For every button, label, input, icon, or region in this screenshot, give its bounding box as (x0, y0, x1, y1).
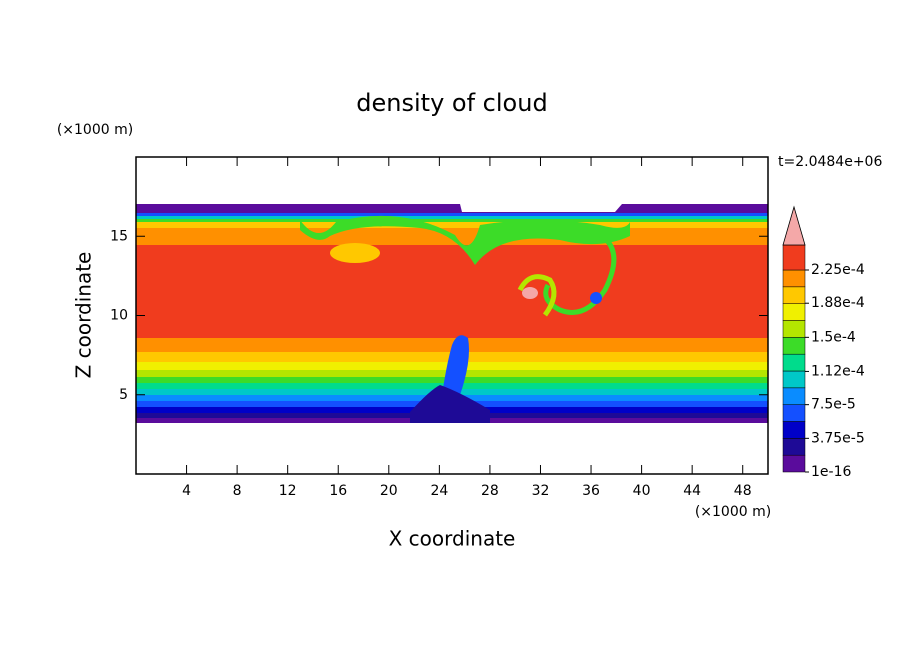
colorbar-label: 3.75e-5 (811, 430, 865, 446)
cloud-band (136, 216, 768, 219)
colorbar-box (782, 370, 806, 389)
x-tick-label: 8 (233, 483, 242, 499)
colorbar-label: 2.25e-4 (811, 262, 865, 278)
y-unit: (×1000 m) (57, 122, 133, 138)
colorbar-box (782, 320, 806, 338)
x-tick-label: 48 (734, 483, 752, 499)
chart-title: density of cloud (356, 89, 547, 117)
colorbar-box (782, 404, 806, 422)
cloud-band (136, 213, 768, 216)
colorbar-box (782, 438, 806, 456)
colorbar-box (782, 387, 806, 405)
x-tick-label: 20 (380, 483, 398, 499)
colorbar-label: 1.5e-4 (811, 329, 856, 345)
x-axis-label: X coordinate (389, 527, 516, 551)
colorbar-box (782, 244, 806, 271)
cloud-dip (300, 215, 630, 265)
colorbar-extend (782, 205, 806, 246)
x-tick-label: 28 (481, 483, 499, 499)
colorbar-label: 1e-16 (811, 464, 851, 480)
x-tick-label: 44 (683, 483, 701, 499)
colorbar-label: 7.5e-5 (811, 397, 856, 413)
contour-field (136, 204, 768, 423)
x-tick-label: 40 (633, 483, 651, 499)
colorbar-box (782, 421, 806, 439)
colorbar-label: 1.88e-4 (811, 295, 865, 311)
x-unit: (×1000 m) (695, 504, 771, 520)
colorbar-box (782, 337, 806, 355)
y-tick-label: 15 (110, 228, 128, 244)
colorbar-box (782, 353, 806, 372)
vortex (330, 243, 380, 263)
updraft-base (410, 385, 490, 423)
curl-core (590, 292, 602, 304)
colorbar-label: 1.12e-4 (811, 363, 865, 379)
x-tick-label: 4 (182, 483, 191, 499)
x-tick-label: 16 (329, 483, 347, 499)
x-tick-label: 36 (582, 483, 600, 499)
cloud-band (136, 219, 768, 222)
x-tick-label: 24 (430, 483, 448, 499)
x-tick-label: 12 (279, 483, 297, 499)
curl (543, 232, 617, 315)
max-blob (522, 287, 538, 299)
colorbar-box (782, 286, 806, 304)
colorbar-box (782, 269, 806, 288)
colorbar-box (782, 303, 806, 321)
y-tick-label: 5 (119, 387, 128, 403)
x-tick-label: 32 (532, 483, 550, 499)
time-annotation: t=2.0484e+06 (778, 154, 882, 170)
y-tick-label: 10 (110, 308, 128, 324)
cloud-band (136, 245, 768, 338)
cloud-band (136, 222, 768, 228)
cloud-top (136, 204, 768, 214)
y-axis-label: Z coordinate (72, 252, 96, 379)
curl-inner (517, 274, 557, 317)
colorbar-box (782, 454, 806, 473)
